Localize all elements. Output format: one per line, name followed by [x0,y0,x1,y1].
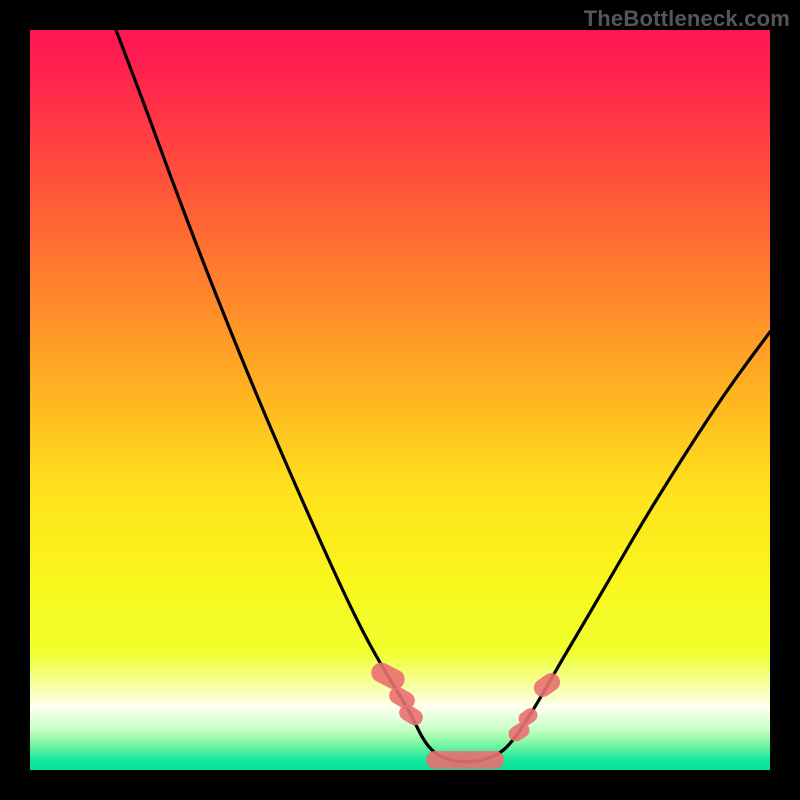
plot-svg [30,30,770,770]
chart-frame: TheBottleneck.com [0,0,800,800]
gradient-background [30,30,770,770]
plot-area [30,30,770,770]
watermark-text: TheBottleneck.com [584,6,790,32]
curve-marker [426,751,504,769]
